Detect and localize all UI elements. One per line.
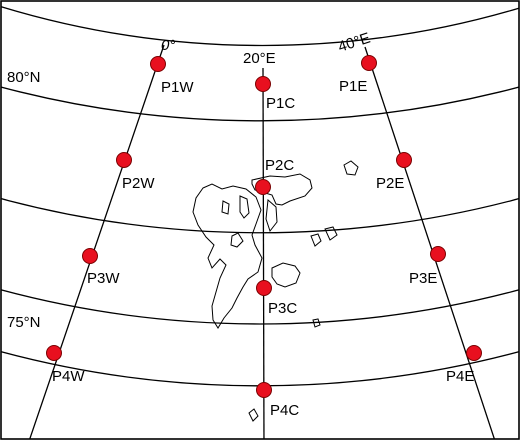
label-p3c: P3C bbox=[268, 300, 297, 317]
marker-p1w[interactable] bbox=[150, 56, 166, 72]
label-p2e: P2E bbox=[376, 175, 404, 192]
label-p2w: P2W bbox=[122, 175, 155, 192]
marker-p4c[interactable] bbox=[256, 382, 272, 398]
label-p3w: P3W bbox=[87, 270, 120, 287]
label-p2c: P2C bbox=[265, 157, 294, 174]
label-p1w: P1W bbox=[161, 79, 194, 96]
marker-p1e[interactable] bbox=[361, 55, 377, 71]
marker-p2e[interactable] bbox=[396, 152, 412, 168]
lon-label-0: 0° bbox=[161, 37, 175, 54]
latitude-arc-4 bbox=[1, 197, 519, 234]
label-p3e: P3E bbox=[409, 270, 437, 287]
label-p4w: P4W bbox=[52, 368, 85, 385]
markers bbox=[46, 55, 482, 398]
meridian-0 bbox=[29, 44, 165, 439]
point-labels: P1W P1C P1E P2W P2C P2E P3W P3C P3E P4W … bbox=[52, 78, 474, 419]
coastline-svalbard bbox=[192, 160, 359, 422]
marker-p4w[interactable] bbox=[46, 345, 62, 361]
label-p1c: P1C bbox=[266, 95, 295, 112]
marker-p2c[interactable] bbox=[255, 179, 271, 195]
lon-label-20e: 20°E bbox=[243, 50, 276, 67]
latitude-arc-1 bbox=[1, 5, 519, 47]
meridian-40e bbox=[364, 46, 496, 439]
marker-p4e[interactable] bbox=[466, 345, 482, 361]
latitude-arc-6 bbox=[1, 351, 519, 387]
marker-p2w[interactable] bbox=[116, 152, 132, 168]
marker-p1c[interactable] bbox=[255, 76, 271, 92]
latitude-arc-75n bbox=[1, 289, 519, 325]
latitude-arc-3 bbox=[1, 86, 519, 122]
label-p4e: P4E bbox=[446, 368, 474, 385]
lat-label-75n: 75°N bbox=[7, 314, 41, 331]
label-p1e: P1E bbox=[339, 78, 367, 95]
lat-label-80n: 80°N bbox=[7, 69, 41, 86]
marker-p3e[interactable] bbox=[430, 246, 446, 262]
marker-p3c[interactable] bbox=[256, 280, 272, 296]
label-p4c: P4C bbox=[270, 402, 299, 419]
marker-p3w[interactable] bbox=[82, 248, 98, 264]
